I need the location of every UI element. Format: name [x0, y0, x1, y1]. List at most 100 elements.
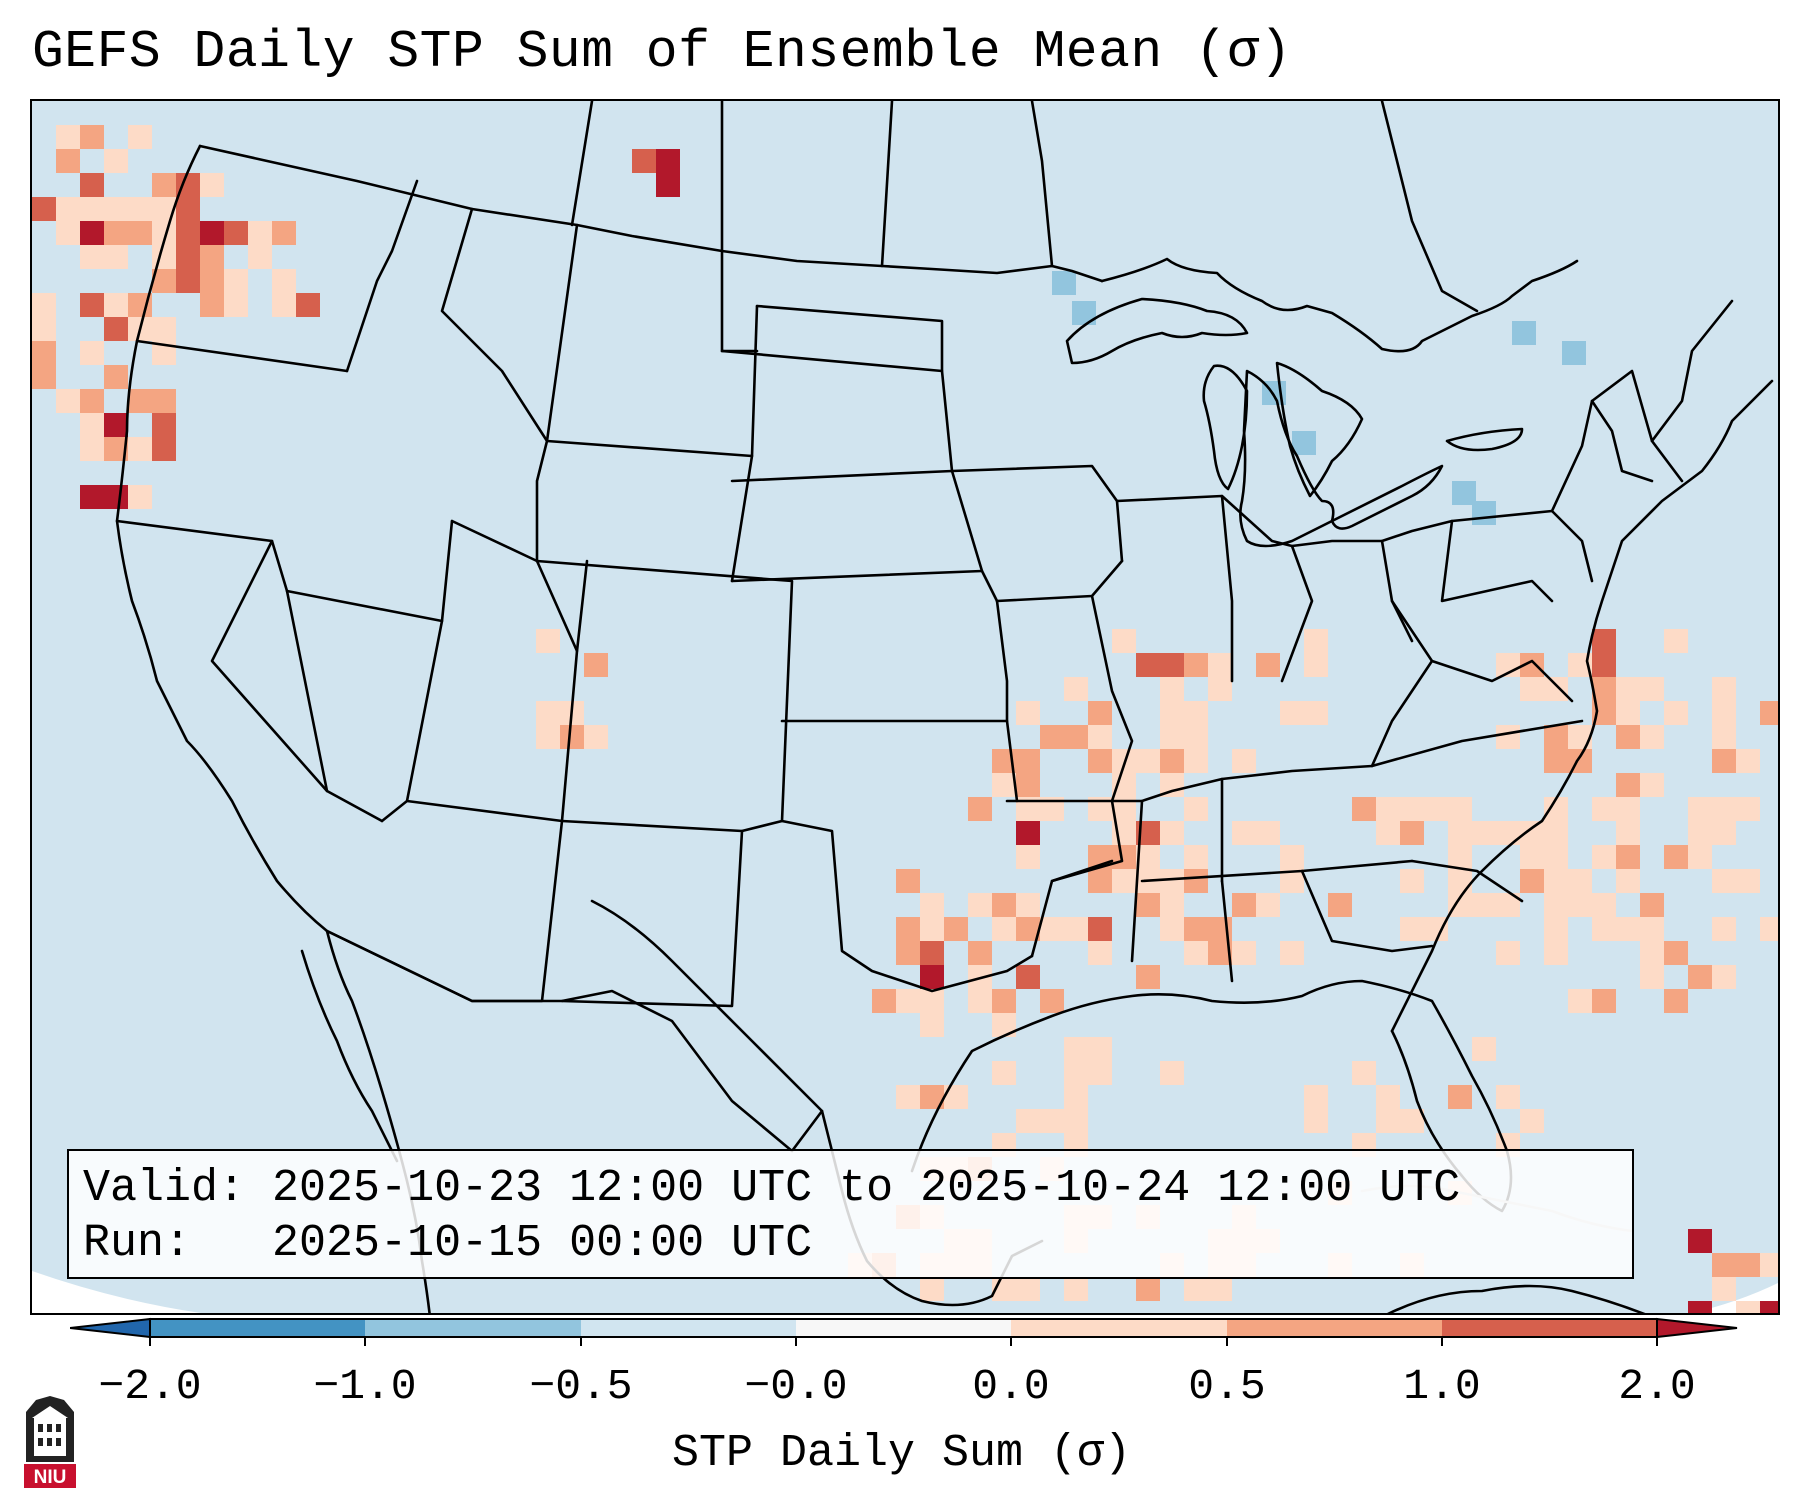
stp-cell: [1544, 941, 1568, 965]
stp-cell: [104, 221, 128, 245]
stp-cell: [1760, 1301, 1778, 1313]
stp-cell: [1064, 917, 1088, 941]
stp-cell: [1664, 989, 1688, 1013]
stp-cell: [176, 221, 200, 245]
stp-cell: [1688, 821, 1712, 845]
stp-cell: [1712, 1253, 1736, 1277]
stp-cell: [1616, 701, 1640, 725]
stp-cell: [584, 653, 608, 677]
map-title: GEFS Daily STP Sum of Ensemble Mean (σ): [32, 22, 1292, 82]
stp-cell: [1712, 965, 1736, 989]
stp-cell: [296, 293, 320, 317]
stp-cell: [1016, 965, 1040, 989]
stp-cell: [1616, 845, 1640, 869]
stp-cell: [1064, 725, 1088, 749]
stp-cell: [1160, 749, 1184, 773]
stp-cell: [1160, 701, 1184, 725]
stp-cell: [248, 245, 272, 269]
stp-cell: [1088, 917, 1112, 941]
stp-cell: [1112, 845, 1136, 869]
stp-cell: [1472, 1037, 1496, 1061]
stp-cell: [104, 293, 128, 317]
stp-cell: [1064, 1085, 1088, 1109]
stp-cell: [1136, 893, 1160, 917]
valid-time-range: 2025-10-23 12:00 UTC to 2025-10-24 12:00…: [272, 1163, 1461, 1214]
stp-cell: [1328, 893, 1352, 917]
stp-cell: [1208, 1277, 1232, 1301]
stp-cell: [1592, 797, 1616, 821]
stp-cell: [176, 197, 200, 221]
stp-cell: [1208, 677, 1232, 701]
niu-logo-text: NIU: [34, 1467, 67, 1488]
stp-cell: [1280, 845, 1304, 869]
stp-cell: [920, 965, 944, 989]
stp-cell: [80, 173, 104, 197]
stp-cell: [1592, 629, 1616, 653]
stp-cell: [1736, 749, 1760, 773]
stp-cell: [1664, 701, 1688, 725]
stp-cell: [32, 341, 56, 365]
stp-cell: [176, 245, 200, 269]
stp-cell: [1544, 893, 1568, 917]
stp-cell: [1712, 701, 1736, 725]
colorbar-ticks: [149, 1337, 1658, 1346]
stp-cell: [992, 893, 1016, 917]
stp-cell: [1616, 821, 1640, 845]
stp-cell: [128, 125, 152, 149]
stp-cell: [968, 989, 992, 1013]
stp-cell: [1160, 1061, 1184, 1085]
stp-cell: [32, 317, 56, 341]
stp-cell: [1184, 941, 1208, 965]
stp-cell: [1160, 677, 1184, 701]
stp-cell: [1256, 893, 1280, 917]
stp-cell: [1736, 1301, 1760, 1313]
stp-cell: [1040, 725, 1064, 749]
colorbar-bin-5: [1011, 1319, 1227, 1337]
stp-cell: [1640, 773, 1664, 797]
stp-cell: [536, 701, 560, 725]
stp-cell: [128, 437, 152, 461]
stp-cell: [1712, 1277, 1736, 1301]
stp-cell: [1304, 701, 1328, 725]
stp-cell: [1160, 893, 1184, 917]
stp-cell: [224, 269, 248, 293]
stp-cell: [152, 173, 176, 197]
stp-cell: [1616, 773, 1640, 797]
stp-cell: [1568, 725, 1592, 749]
stp-cell: [1736, 869, 1760, 893]
stp-cell: [1064, 1061, 1088, 1085]
stp-cell: [1040, 917, 1064, 941]
stp-cell: [1664, 845, 1688, 869]
stp-cell: [1376, 821, 1400, 845]
stp-cell: [1472, 821, 1496, 845]
stp-cell: [632, 149, 656, 173]
stp-cell: [1232, 893, 1256, 917]
stp-cell: [1616, 677, 1640, 701]
stp-cell: [80, 389, 104, 413]
stp-cell: [1016, 701, 1040, 725]
stp-cell: [128, 389, 152, 413]
stp-cell: [1016, 749, 1040, 773]
stp-cell: [1160, 917, 1184, 941]
colorbar-bin-4: [796, 1319, 1011, 1337]
stp-cell: [1544, 869, 1568, 893]
stp-cell: [1616, 725, 1640, 749]
stp-cell: [56, 125, 80, 149]
stp-cell: [104, 365, 128, 389]
stp-cell: [1160, 869, 1184, 893]
stp-cell: [1088, 1061, 1112, 1085]
stp-cell: [1736, 797, 1760, 821]
stp-cell: [1448, 845, 1472, 869]
stp-cell: [224, 293, 248, 317]
stp-cell: [536, 725, 560, 749]
stp-cell: [1688, 797, 1712, 821]
stp-cell: [1664, 941, 1688, 965]
stp-cell: [1292, 431, 1316, 455]
stp-cell: [1568, 893, 1592, 917]
stp-cell: [1400, 797, 1424, 821]
stp-cell: [1760, 917, 1778, 941]
stp-cell: [1688, 845, 1712, 869]
stp-cell: [896, 989, 920, 1013]
stp-cell: [1512, 321, 1536, 345]
stp-cell: [896, 941, 920, 965]
